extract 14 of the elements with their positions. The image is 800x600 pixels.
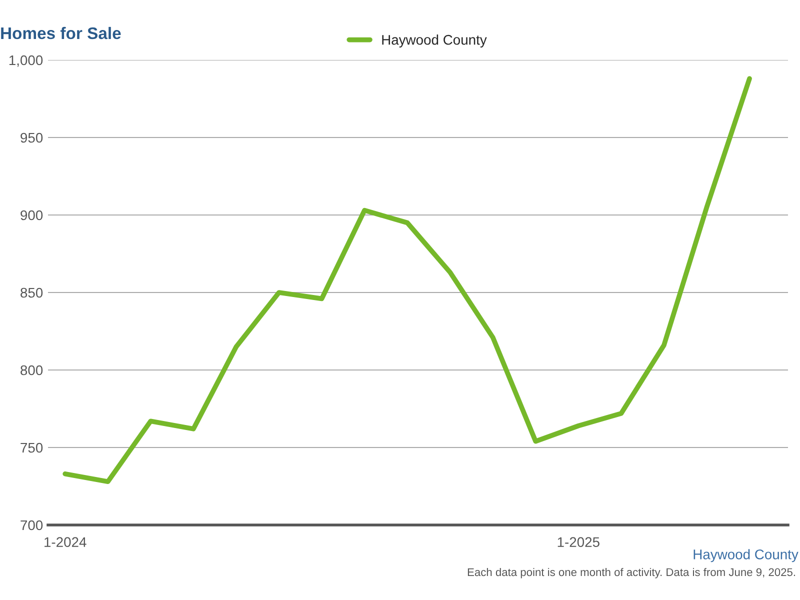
y-tick-label: 800 [20, 365, 43, 376]
y-tick-label: 750 [20, 442, 43, 453]
text: Haywood County [694, 549, 798, 562]
text: Each data point is one month of activity. Data is from June 9, 2025. [468, 568, 796, 578]
line-series [62, 76, 752, 484]
y-tick-label: 900 [20, 210, 43, 220]
legend-label: Haywood County [382, 34, 487, 48]
y-tick-label: 950 [20, 132, 43, 143]
x-tick-label: 1-2025 [558, 537, 600, 548]
chart-title: Homes for Sale [1, 26, 121, 40]
y-tick-label: 850 [20, 288, 43, 298]
y-tick-label: 1,000 [9, 55, 43, 67]
x-tick-label: 1-2024 [44, 537, 86, 548]
y-tick-label: 700 [20, 520, 43, 530]
